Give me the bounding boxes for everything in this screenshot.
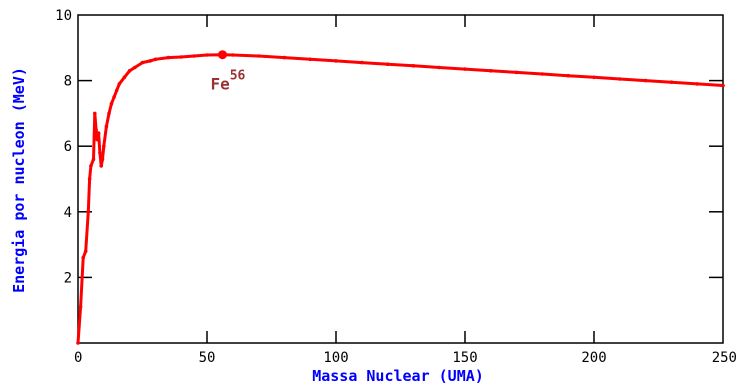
data-point: [166, 55, 171, 60]
data-point: [192, 54, 196, 58]
data-point: [109, 101, 114, 106]
data-point: [107, 111, 111, 116]
data-point: [93, 111, 97, 116]
data-point: [205, 53, 209, 57]
data-point: [566, 73, 570, 78]
x-tick-label-3: 150: [452, 350, 477, 366]
data-point: [360, 60, 364, 65]
fe-element-symbol: Fe: [210, 75, 229, 94]
x-tick-label-1: 50: [199, 350, 216, 366]
data-point: [122, 75, 127, 80]
data-point: [140, 60, 145, 65]
data-point: [148, 59, 152, 63]
data-point: [99, 164, 103, 168]
axis-ticks: [78, 15, 723, 343]
y-axis-title: Energia por nucleon (MeV): [10, 67, 28, 293]
y-tick-label-4: 10: [55, 8, 72, 24]
data-point: [89, 164, 93, 168]
data-point: [385, 62, 390, 66]
fe56-marker: [217, 50, 227, 60]
data-point: [86, 210, 91, 214]
x-axis-title: Massa Nuclear (UMA): [312, 367, 484, 383]
data-point: [643, 78, 648, 83]
data-point: [721, 83, 725, 88]
data-point: [83, 249, 88, 253]
data-point: [114, 88, 119, 93]
data-point: [179, 55, 183, 59]
data-point: [618, 77, 622, 81]
y-tick-label-1: 4: [64, 205, 72, 221]
data-point: [96, 131, 101, 135]
data-point: [308, 57, 313, 62]
tick-labels: 0 50 100 150 200 250 2 4 6 8 10: [55, 8, 737, 366]
data-point: [133, 65, 137, 70]
data-point: [231, 53, 235, 57]
data-point: [669, 80, 674, 84]
data-point: [100, 157, 105, 162]
data-point: [95, 137, 100, 142]
data-point: [256, 54, 261, 58]
data-point: [81, 255, 85, 260]
y-tick-label-0: 2: [64, 270, 72, 286]
data-point: [411, 64, 416, 68]
series-layer: [76, 52, 725, 345]
fe56-label: Fe56: [210, 69, 245, 94]
data-point: [98, 151, 102, 155]
data-point: [76, 341, 80, 345]
data-point: [87, 177, 92, 181]
data-point: [514, 70, 519, 75]
data-point: [540, 72, 545, 76]
x-tick-label-0: 0: [74, 350, 82, 366]
data-point: [104, 124, 109, 129]
data-point: [127, 69, 132, 73]
x-tick-label-5: 250: [712, 350, 737, 366]
x-tick-label-2: 100: [323, 350, 348, 366]
data-point: [463, 67, 467, 71]
y-tick-label-2: 6: [64, 139, 72, 155]
annotation-layer: Fe56: [210, 50, 246, 94]
data-point: [334, 59, 338, 63]
y-tick-label-3: 8: [64, 74, 72, 90]
data-point: [153, 57, 158, 62]
plot-frame: [77, 14, 724, 344]
data-point: [102, 144, 106, 148]
data-point: [91, 157, 96, 162]
data-point: [112, 95, 116, 99]
fe-mass-number: 56: [230, 69, 246, 84]
data-point: [78, 305, 83, 309]
data-point: [94, 128, 98, 132]
data-point: [592, 75, 596, 80]
data-point: [117, 82, 122, 86]
data-point: [282, 55, 287, 60]
data-point: [437, 65, 442, 70]
x-tick-label-4: 200: [581, 350, 606, 366]
data-point: [695, 82, 699, 86]
data-point: [489, 69, 493, 73]
